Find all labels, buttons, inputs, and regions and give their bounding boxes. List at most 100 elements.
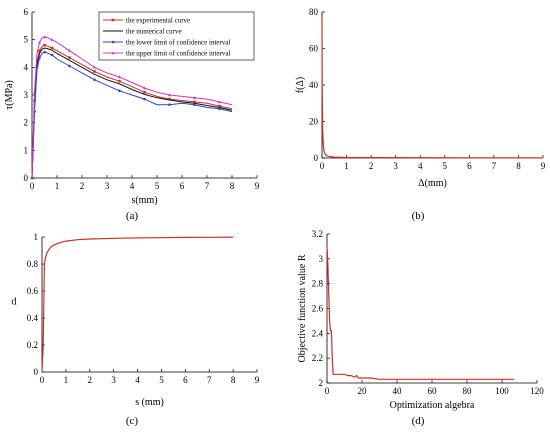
y-tick-label-c: 1 bbox=[34, 232, 39, 242]
x-axis-label-c: s (mm) bbox=[135, 397, 164, 408]
y-tick-label-d: 3.2 bbox=[312, 229, 323, 239]
x-tick-label-a: 2 bbox=[80, 181, 85, 191]
data-point-a-0 bbox=[50, 46, 54, 50]
legend-marker-0 bbox=[111, 18, 115, 22]
data-point-a-3 bbox=[193, 96, 196, 99]
x-tick-label-a: 1 bbox=[55, 181, 60, 191]
panel-label-c: (c) bbox=[126, 415, 139, 427]
data-point-a-2 bbox=[193, 103, 196, 106]
x-tick-label-c: 0 bbox=[40, 375, 45, 385]
series-line-d-0 bbox=[326, 246, 515, 380]
y-tick-label-a: 3 bbox=[24, 90, 29, 100]
legend-entry-0: the experimental curve bbox=[126, 17, 190, 25]
x-tick-label-d: 120 bbox=[530, 386, 544, 396]
data-point-a-0 bbox=[193, 100, 196, 104]
data-point-a-3 bbox=[38, 40, 41, 44]
series-line-a-0 bbox=[31, 44, 233, 179]
x-tick-label-d: 0 bbox=[325, 386, 330, 396]
y-tick-label-d: 3 bbox=[319, 254, 324, 264]
series-line-b-0 bbox=[321, 15, 543, 159]
legend-marker-2 bbox=[111, 40, 115, 44]
data-point-a-3 bbox=[43, 35, 46, 39]
x-tick-label-b: 4 bbox=[418, 161, 423, 171]
series-line-c-0 bbox=[41, 236, 234, 373]
panel-label-b: (b) bbox=[412, 210, 425, 222]
legend-entry-3: the upper limit of confidence interval bbox=[126, 50, 230, 58]
data-point-a-3 bbox=[33, 90, 36, 94]
x-tick-label-a: 0 bbox=[30, 181, 35, 191]
series-line-a-2 bbox=[31, 51, 233, 179]
y-tick-label-d: 2.8 bbox=[312, 279, 324, 289]
data-point-a-3 bbox=[118, 75, 121, 79]
y-tick-label-d: 2 bbox=[319, 378, 324, 388]
data-point-a-0 bbox=[43, 43, 46, 47]
panel-label-d: (d) bbox=[412, 415, 425, 427]
x-tick-label-c: 6 bbox=[183, 375, 188, 385]
x-tick-label-a: 8 bbox=[230, 181, 235, 191]
y-tick-label-c: 0.2 bbox=[27, 340, 38, 350]
x-tick-label-a: 4 bbox=[130, 181, 135, 191]
y-tick-label-b: 80 bbox=[309, 7, 319, 17]
x-tick-label-a: 7 bbox=[205, 181, 210, 191]
y-tick-label-d: 2.6 bbox=[312, 304, 324, 314]
x-axis-label-b: Δ(mm) bbox=[418, 178, 447, 189]
y-tick-label-c: 0.6 bbox=[27, 286, 39, 296]
x-tick-label-c: 3 bbox=[111, 375, 116, 385]
panel-label-a: (a) bbox=[126, 210, 139, 222]
data-point-a-3 bbox=[143, 86, 146, 90]
y-tick-label-d: 2.4 bbox=[312, 328, 324, 338]
x-tick-label-c: 1 bbox=[64, 375, 69, 385]
x-tick-label-c: 4 bbox=[135, 375, 140, 385]
panel-c: 0 1 2 3 4 5 6 7 8 9 0 0.2 0.4 0.6 0.8 1 s (mm) d bbox=[12, 232, 260, 408]
x-tick-label-b: 9 bbox=[541, 161, 546, 171]
series-line-a-1 bbox=[31, 47, 233, 179]
data-point-a-0 bbox=[93, 70, 96, 73]
x-tick-label-a: 3 bbox=[105, 181, 110, 191]
data-point-a-3 bbox=[168, 93, 171, 97]
x-tick-label-c: 2 bbox=[88, 375, 93, 385]
y-tick-label-a: 4 bbox=[24, 62, 29, 72]
data-point-a-3 bbox=[218, 100, 221, 104]
x-tick-label-b: 6 bbox=[467, 161, 472, 171]
data-point-a-2 bbox=[168, 103, 171, 106]
panel-b: 0 1 2 3 4 5 6 7 8 9 0 20 40 60 80 Δ(mm) f(Δ) bbox=[295, 7, 546, 189]
y-tick-label-b: 0 bbox=[314, 153, 319, 163]
x-tick-label-c: 7 bbox=[207, 375, 212, 385]
data-point-a-0 bbox=[168, 97, 171, 101]
y-tick-label-a: 5 bbox=[24, 35, 29, 45]
data-point-a-2 bbox=[93, 78, 96, 82]
x-tick-label-d: 60 bbox=[428, 386, 438, 396]
x-axis-label-d: Optimization algebra bbox=[390, 400, 475, 411]
x-tick-label-d: 20 bbox=[358, 386, 368, 396]
data-point-a-2 bbox=[118, 89, 121, 93]
data-point-a-0 bbox=[118, 79, 121, 83]
x-tick-label-d: 100 bbox=[495, 386, 509, 396]
x-tick-label-c: 8 bbox=[231, 375, 236, 385]
y-axis-label-a: τ(MPa) bbox=[4, 80, 15, 110]
data-point-a-2 bbox=[50, 53, 54, 57]
data-point-a-3 bbox=[93, 65, 96, 69]
data-point-a-3 bbox=[68, 49, 71, 52]
y-tick-label-d: 2.2 bbox=[312, 353, 323, 363]
x-tick-label-c: 5 bbox=[159, 375, 164, 385]
y-tick-label-c: 0.8 bbox=[27, 259, 39, 269]
y-tick-label-a: 2 bbox=[24, 118, 29, 128]
x-tick-label-d: 40 bbox=[393, 386, 403, 396]
y-tick-label-a: 1 bbox=[24, 145, 29, 155]
y-tick-label-a: 0 bbox=[24, 173, 29, 183]
y-axis-label-d: Objective function value R bbox=[297, 254, 308, 362]
y-tick-label-c: 0 bbox=[34, 367, 39, 377]
data-point-a-0 bbox=[218, 104, 221, 108]
x-tick-label-a: 5 bbox=[155, 181, 160, 191]
x-tick-label-b: 0 bbox=[320, 161, 325, 171]
x-tick-label-b: 8 bbox=[516, 161, 521, 171]
data-point-a-3 bbox=[30, 176, 34, 180]
data-point-a-2 bbox=[68, 64, 71, 68]
legend-box bbox=[98, 11, 255, 61]
x-axis-label-a: s(mm) bbox=[131, 195, 157, 206]
x-tick-label-d: 80 bbox=[463, 386, 473, 396]
y-tick-label-b: 60 bbox=[309, 44, 319, 54]
x-tick-label-b: 7 bbox=[492, 161, 497, 171]
data-point-a-2 bbox=[38, 56, 41, 59]
